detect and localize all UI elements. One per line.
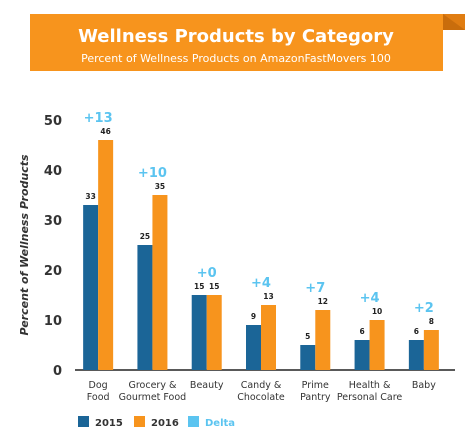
x-tick-label: Food [87,392,110,403]
bar-2015 [354,340,370,370]
x-tick-label: Pantry [300,392,331,403]
delta-label: +0 [197,266,217,281]
x-tick-label: Chocolate [237,392,285,403]
y-tick-label: 10 [44,314,62,329]
legend-swatch-2015 [78,416,89,427]
bar-2015-value-label: 33 [85,192,95,201]
y-tick-label: 50 [44,114,62,129]
bar-2016-value-label: 8 [429,317,434,326]
legend-label-delta: Delta [205,418,235,429]
bar-2016-value-label: 35 [155,182,165,191]
bar-2016 [152,195,168,370]
legend-label-2016: 2016 [151,418,179,429]
y-axis-title: Percent of Wellness Products [18,154,31,336]
x-tick-label: Dog [89,380,108,391]
bar-2016 [315,310,331,370]
banner-fold-shadow [443,14,465,30]
x-tick-label: Grocery & [128,380,176,391]
bar-2015 [408,340,424,370]
y-tick-label: 0 [53,364,62,379]
bar-2015 [137,245,153,370]
bar-2015-value-label: 6 [359,327,364,336]
bar-2016 [423,330,439,370]
x-tick-label: Candy & [241,380,282,391]
bar-2015-value-label: 25 [140,232,150,241]
bar-2015-value-label: 5 [305,332,310,341]
bar-2015 [300,345,316,370]
legend-label-2015: 2015 [95,418,123,429]
bar-2016 [261,305,276,370]
bar-2015 [191,295,207,370]
bar-2016-value-label: 10 [372,307,382,316]
bar-2015-value-label: 6 [414,327,419,336]
legend-swatch-2016 [134,416,145,427]
bar-2015-value-label: 15 [194,282,204,291]
x-tick-label: Gourmet Food [119,392,187,403]
delta-label: +2 [414,301,434,316]
delta-label: +4 [360,291,380,306]
bar-2015-value-label: 9 [251,312,256,321]
delta-label: +10 [138,166,167,181]
chart-title: Wellness Products by Category [78,26,394,47]
y-tick-label: 20 [44,264,62,279]
bar-2016-value-label: 15 [209,282,219,291]
title-banner [30,14,443,71]
chart-subtitle: Percent of Wellness Products on AmazonFa… [81,52,391,65]
bar-2016-value-label: 13 [263,292,273,301]
bar-2016-value-label: 46 [100,127,110,136]
bar-2016 [206,295,222,370]
bar-2016 [369,320,385,370]
x-tick-label: Health & [349,380,391,391]
x-tick-label: Prime [302,380,329,391]
x-tick-label: Baby [412,380,436,391]
x-tick-label: Personal Care [337,392,403,403]
bar-2016-value-label: 12 [318,297,328,306]
bar-2015 [246,325,261,370]
bar-2016 [98,140,114,370]
y-tick-label: 30 [44,214,62,229]
y-tick-label: 40 [44,164,62,179]
delta-label: +7 [305,281,325,296]
legend-swatch-delta [188,416,199,427]
delta-label: +4 [251,276,271,291]
x-tick-label: Beauty [190,380,224,391]
delta-label: +13 [84,111,113,126]
bar-2015 [83,205,99,370]
